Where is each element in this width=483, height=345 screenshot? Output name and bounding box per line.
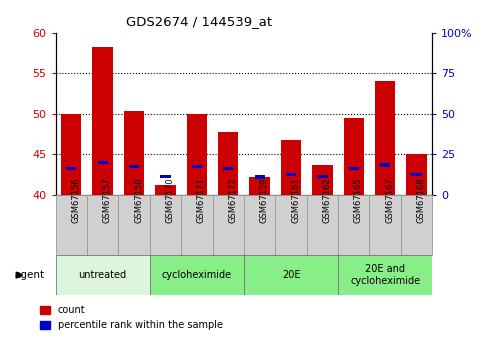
Bar (307, 195, 338, 255)
Text: GSM67167: GSM67167 (385, 177, 394, 223)
Text: GSM67170: GSM67170 (165, 177, 174, 223)
Bar (249, 177, 270, 195)
Bar (312, 165, 333, 195)
Bar (218, 132, 239, 195)
Bar (343, 118, 364, 195)
Text: GSM67168: GSM67168 (416, 177, 426, 223)
Bar (244, 255, 338, 295)
Bar (349, 167, 359, 170)
Bar (401, 195, 432, 255)
Text: GSM67161: GSM67161 (291, 177, 300, 223)
Bar (192, 165, 202, 168)
Bar (338, 195, 369, 255)
Bar (56, 195, 87, 255)
Text: untreated: untreated (79, 270, 127, 280)
Bar (186, 114, 207, 195)
Bar (61, 114, 82, 195)
Bar (129, 165, 139, 168)
Bar (244, 195, 275, 255)
Bar (181, 195, 213, 255)
Text: cycloheximide: cycloheximide (162, 270, 232, 280)
Bar (380, 163, 390, 167)
Text: GSM67158: GSM67158 (134, 177, 143, 223)
Bar (281, 140, 301, 195)
Bar (406, 155, 427, 195)
Bar (150, 255, 244, 295)
Bar (412, 173, 422, 176)
Text: 20E: 20E (282, 270, 300, 280)
Legend: count, percentile rank within the sample: count, percentile rank within the sample (36, 302, 227, 334)
Text: GSM67172: GSM67172 (228, 177, 237, 223)
Bar (92, 47, 113, 195)
Bar (275, 195, 307, 255)
Text: agent: agent (14, 270, 44, 280)
Bar (155, 185, 176, 195)
Bar (56, 255, 150, 295)
Bar (338, 255, 432, 295)
Bar (66, 167, 76, 170)
Bar (124, 111, 144, 195)
Bar (160, 175, 170, 178)
Bar (369, 195, 401, 255)
Text: GSM67156: GSM67156 (71, 177, 80, 223)
Bar (118, 195, 150, 255)
Bar (317, 175, 327, 178)
Bar (213, 195, 244, 255)
Bar (150, 195, 181, 255)
Text: GSM67162: GSM67162 (323, 177, 331, 223)
Text: GDS2674 / 144539_at: GDS2674 / 144539_at (126, 16, 272, 29)
Text: GSM67165: GSM67165 (354, 177, 363, 223)
Text: GSM67171: GSM67171 (197, 177, 206, 223)
Text: 20E and
cycloheximide: 20E and cycloheximide (350, 264, 420, 286)
Bar (87, 195, 118, 255)
Bar (223, 167, 233, 170)
Bar (286, 173, 296, 176)
Text: GSM67157: GSM67157 (103, 177, 112, 223)
Bar (255, 176, 265, 179)
Bar (375, 81, 396, 195)
Text: GSM67159: GSM67159 (260, 177, 269, 223)
Bar (98, 161, 108, 164)
